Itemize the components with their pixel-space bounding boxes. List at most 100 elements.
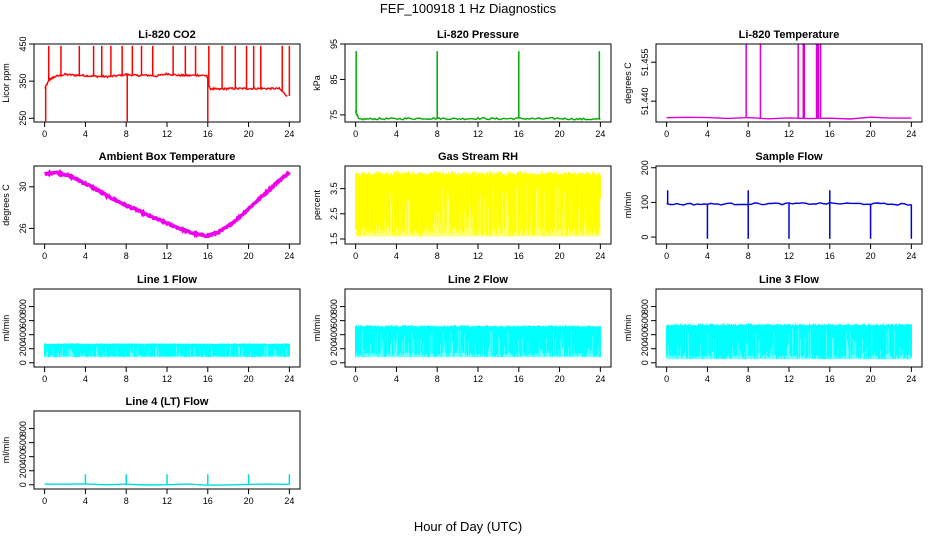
x-tick-label: 4 [83,496,88,506]
x-tick-label: 20 [244,374,254,384]
x-tick-label: 16 [514,129,524,139]
y-axis-label: degrees C [1,184,11,226]
y-tick-label: 2.5 [329,208,339,221]
x-tick-label: 4 [394,251,399,261]
y-tick-label: 95 [329,39,339,49]
chart-panel-4: Ambient Box Temperature degrees C 0 4 8 12 16 2… [1,151,301,261]
y-tick-label: 800 [640,299,650,314]
x-tick-label: 20 [866,251,876,261]
y-axis-label: percent [312,189,322,220]
x-tick-label: 24 [595,374,605,384]
x-tick-label: 4 [394,374,399,384]
x-tick-label: 0 [42,496,47,506]
chart-title: Line 2 Flow [448,274,508,286]
y-tick-label: 200 [329,341,339,356]
series-line [44,168,291,239]
x-tick-label: 12 [784,251,794,261]
chart-panel-1: Li-820 CO2 Licor ppm 0 4 8 12 16 20 24 250 350 450 [1,29,301,139]
figure-xlabel: Hour of Day (UTC) [414,519,522,534]
y-tick-label: 1.5 [329,233,339,246]
chart-panel-10: Line 4 (LT) Flow ml/min 0 4 8 12 16 20 24 0 200400… [1,396,301,506]
x-tick-label: 0 [664,129,669,139]
chart-data-layer [44,168,291,239]
chart-data-layer [354,51,601,121]
x-tick-label: 16 [203,129,213,139]
chart-data-layer [355,325,601,358]
x-tick-label: 16 [514,251,524,261]
x-tick-label: 8 [746,374,751,384]
x-tick-label: 20 [555,251,565,261]
x-tick-label: 16 [203,496,213,506]
chart-title: Line 4 (LT) Flow [126,396,209,408]
y-tick-label: 450 [18,36,28,51]
x-tick-label: 4 [705,374,710,384]
x-tick-label: 12 [784,129,794,139]
x-tick-label: 24 [595,251,605,261]
chart-data-layer [44,45,291,122]
y-tick-label: 200 [640,341,650,356]
y-tick-label: 200 [18,341,28,356]
chart-panel-9: Line 3 Flow ml/min 0 4 8 12 16 20 24 0 20040060080… [623,274,923,384]
x-tick-label: 12 [162,374,172,384]
chart-title: Sample Flow [755,151,823,163]
x-tick-label: 24 [906,251,916,261]
y-tick-label: 600 [18,313,28,328]
y-tick-label: 0 [18,482,28,487]
y-tick-label: 51.440 [640,87,650,115]
y-axis-label: ml/min [312,315,322,342]
chart-panel-8: Line 2 Flow ml/min 0 4 8 12 16 20 24 0 20040060080… [312,274,612,384]
y-tick-label: 51.455 [640,48,650,76]
y-tick-label: 3.5 [329,182,339,195]
y-axis-label: ml/min [1,437,11,464]
y-axis-label: ml/min [1,315,11,342]
y-tick-label: 250 [18,111,28,126]
x-tick-label: 24 [595,129,605,139]
band-fill [44,343,290,358]
chart-title: Ambient Box Temperature [99,151,236,163]
x-tick-label: 12 [473,374,483,384]
x-tick-label: 12 [473,129,483,139]
x-tick-label: 12 [162,129,172,139]
x-tick-label: 8 [124,496,129,506]
x-tick-label: 8 [124,374,129,384]
y-tick-label: 0 [640,235,650,240]
y-tick-label: 800 [18,421,28,436]
y-tick-label: 350 [18,74,28,89]
x-tick-label: 16 [203,374,213,384]
y-tick-label: 0 [18,360,28,365]
x-tick-label: 8 [435,129,440,139]
x-tick-label: 20 [244,129,254,139]
chart-data-layer [44,343,290,358]
x-tick-label: 4 [83,129,88,139]
y-tick-label: 800 [18,299,28,314]
x-tick-label: 0 [353,129,358,139]
x-tick-label: 24 [906,129,916,139]
x-tick-label: 24 [284,251,294,261]
x-tick-label: 20 [866,129,876,139]
y-axis-label: Licor ppm [1,63,11,103]
chart-panels: Li-820 CO2 Licor ppm 0 4 8 12 16 20 24 250 350 450 L… [1,29,923,506]
series-line [44,72,288,97]
series-line [354,110,601,121]
chart-data-layer [666,44,912,120]
chart-title: Li-820 CO2 [138,29,195,41]
x-tick-label: 16 [825,374,835,384]
y-tick-label: 100 [640,195,650,210]
x-tick-label: 0 [42,251,47,261]
x-tick-label: 24 [284,374,294,384]
chart-panel-6: Sample Flow ml/min 0 4 8 12 16 20 24 0 100 200 [623,151,923,261]
y-axis-label: ml/min [623,192,633,219]
x-tick-label: 8 [746,251,751,261]
x-tick-label: 20 [244,496,254,506]
y-tick-label: 600 [329,313,339,328]
chart-data-layer [44,474,291,486]
x-tick-label: 16 [825,251,835,261]
plot-frame [344,43,612,123]
x-tick-label: 8 [124,251,129,261]
x-tick-label: 8 [124,129,129,139]
series-line [666,116,912,120]
x-tick-label: 0 [42,129,47,139]
y-tick-label: 30 [18,182,28,192]
